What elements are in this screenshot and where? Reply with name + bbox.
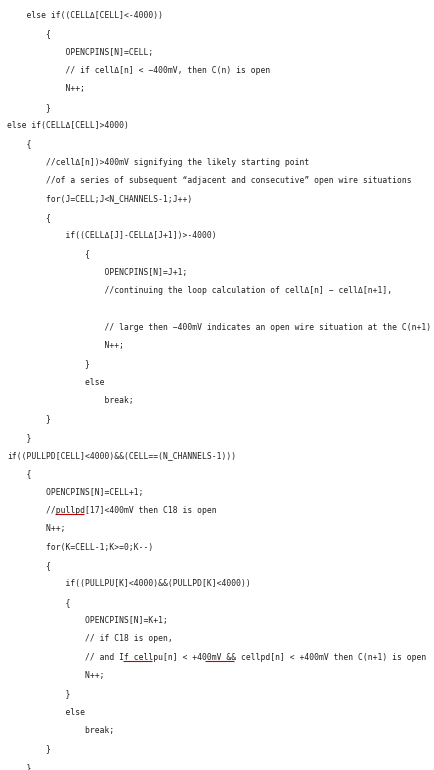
Text: {: {	[7, 470, 31, 478]
Text: for(K=CELL-1;K>=0;K--): for(K=CELL-1;K>=0;K--)	[7, 543, 153, 552]
Text: }: }	[7, 433, 31, 442]
Text: if((PULLPD[CELL]<4000)&&(CELL==(N_CHANNELS-1))): if((PULLPD[CELL]<4000)&&(CELL==(N_CHANNE…	[7, 451, 236, 460]
Text: // if cellΔ[n] < −400mV, then C(n) is open: // if cellΔ[n] < −400mV, then C(n) is op…	[7, 66, 270, 75]
Text: else if((CELLΔ[CELL]<-4000)): else if((CELLΔ[CELL]<-4000))	[7, 11, 163, 20]
Text: {: {	[7, 249, 89, 259]
Text: {: {	[7, 561, 51, 570]
Text: OPENCPINS[N]=K+1;: OPENCPINS[N]=K+1;	[7, 616, 168, 625]
Text: {: {	[7, 213, 51, 222]
Text: // and If cellpu[n] < +400mV && cellpd[n] < +400mV then C(n+1) is open: // and If cellpu[n] < +400mV && cellpd[n…	[7, 653, 425, 661]
Text: OPENCPINS[N]=CELL;: OPENCPINS[N]=CELL;	[7, 48, 153, 57]
Text: }: }	[7, 360, 89, 368]
Text: else if(CELLΔ[CELL]>4000): else if(CELLΔ[CELL]>4000)	[7, 121, 128, 130]
Text: break;: break;	[7, 726, 114, 735]
Text: }: }	[7, 414, 51, 424]
Text: N++;: N++;	[7, 341, 124, 350]
Text: }: }	[7, 102, 51, 112]
Text: break;: break;	[7, 396, 133, 405]
Text: {: {	[7, 139, 31, 149]
Text: else: else	[7, 708, 85, 717]
Text: OPENCPINS[N]=CELL+1;: OPENCPINS[N]=CELL+1;	[7, 487, 143, 497]
Text: // if C18 is open,: // if C18 is open,	[7, 634, 172, 644]
Text: N++;: N++;	[7, 85, 85, 93]
Text: {: {	[7, 29, 51, 38]
Text: }: }	[7, 763, 31, 770]
Text: OPENCPINS[N]=J+1;: OPENCPINS[N]=J+1;	[7, 268, 187, 276]
Text: }: }	[7, 745, 51, 753]
Text: //cellΔ[n])>400mV signifying the likely starting point: //cellΔ[n])>400mV signifying the likely …	[7, 158, 309, 167]
Text: else: else	[7, 378, 104, 387]
Text: // large then −400mV indicates an open wire situation at the C(n+1) pin: // large then −400mV indicates an open w…	[7, 323, 434, 332]
Text: if((CELLΔ[J]-CELLΔ[J+1])>-4000): if((CELLΔ[J]-CELLΔ[J+1])>-4000)	[7, 231, 216, 240]
Text: }: }	[7, 689, 70, 698]
Text: N++;: N++;	[7, 671, 104, 680]
Text: {: {	[7, 598, 70, 607]
Text: //of a series of subsequent “adjacent and consecutive” open wire situations: //of a series of subsequent “adjacent an…	[7, 176, 411, 185]
Text: N++;: N++;	[7, 524, 65, 534]
Text: for(J=CELL;J<N_CHANNELS-1;J++): for(J=CELL;J<N_CHANNELS-1;J++)	[7, 195, 192, 203]
Text: //pullpd[17]<400mV then C18 is open: //pullpd[17]<400mV then C18 is open	[7, 506, 216, 515]
Text: //continuing the loop calculation of cellΔ[n] − cellΔ[n+1],: //continuing the loop calculation of cel…	[7, 286, 391, 295]
Text: if((PULLPU[K]<4000)&&(PULLPD[K]<4000)): if((PULLPU[K]<4000)&&(PULLPD[K]<4000))	[7, 580, 250, 588]
